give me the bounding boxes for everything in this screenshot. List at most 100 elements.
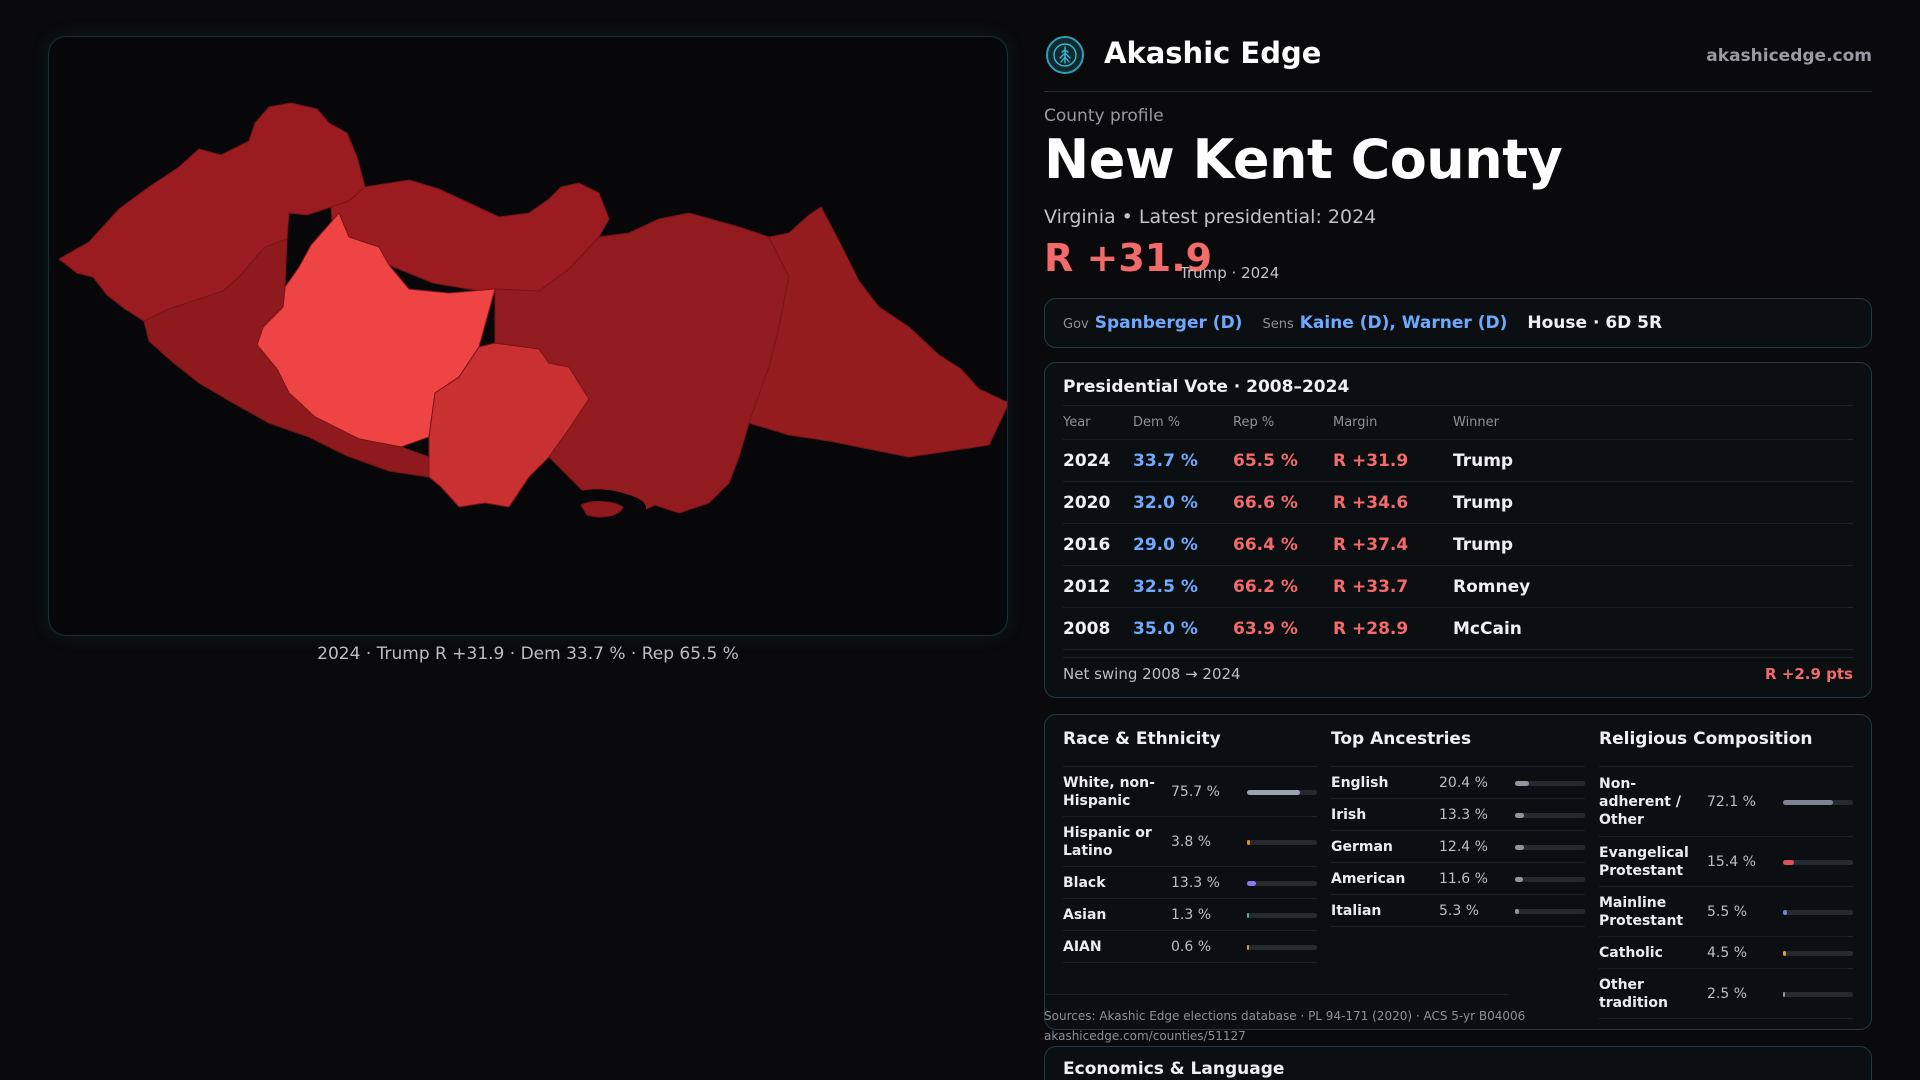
- cell-dem: 35.0 %: [1133, 607, 1233, 650]
- cell-rep: 65.5 %: [1233, 439, 1333, 482]
- list-item: Evangelical Protestant 15.4 %: [1599, 837, 1853, 887]
- net-swing-value: R +2.9 pts: [1765, 665, 1853, 683]
- religion-item-pct: 72.1 %: [1707, 794, 1756, 810]
- county-map[interactable]: [48, 36, 1008, 636]
- race-item-pct: 1.3 %: [1171, 907, 1212, 923]
- ancestry-item-name: American: [1331, 871, 1406, 887]
- race-item-pct: 0.6 %: [1171, 939, 1212, 955]
- table-row: 2024 33.7 % 65.5 % R +31.9 Trump: [1063, 439, 1853, 482]
- state-subline: Virginia • Latest presidential: 2024: [1044, 206, 1377, 228]
- ancestry-bar-fill: [1515, 780, 1530, 786]
- religion-list: Non-adherent / Other 72.1 % Evangelical Pr…: [1599, 767, 1853, 1019]
- religion-bar-track: [1783, 909, 1853, 915]
- religion-item-pct: 4.5 %: [1707, 945, 1748, 961]
- religion-bar-fill: [1783, 991, 1785, 997]
- col-header-margin: Margin: [1333, 405, 1453, 440]
- sens-value[interactable]: Kaine (D), Warner (D): [1299, 313, 1508, 333]
- religion-item-pct: 5.5 %: [1707, 904, 1748, 920]
- list-item: Asian 1.3 %: [1063, 899, 1317, 931]
- race-bar-track: [1247, 912, 1317, 918]
- cell-winner: Trump: [1453, 523, 1853, 566]
- race-item-name: Hispanic or Latino: [1063, 825, 1152, 859]
- list-item: Hispanic or Latino 3.8 %: [1063, 817, 1317, 867]
- brand-name[interactable]: Akashic Edge: [1104, 36, 1322, 70]
- cell-rep: 66.4 %: [1233, 523, 1333, 566]
- ancestry-item-pct: 11.6 %: [1439, 871, 1488, 887]
- presidential-vote-card: Presidential Vote · 2008–2024 Year Dem %…: [1044, 362, 1872, 698]
- economics-title: Economics & Language: [1063, 1059, 1285, 1079]
- list-item: Italian 5.3 %: [1331, 895, 1585, 927]
- cell-winner: Romney: [1453, 565, 1853, 608]
- ancestry-item-pct: 20.4 %: [1439, 775, 1488, 791]
- col-header-year: Year: [1063, 405, 1133, 440]
- race-item-pct: 75.7 %: [1171, 784, 1220, 800]
- brand-url-link[interactable]: akashicedge.com: [1706, 46, 1872, 66]
- col-header-winner: Winner: [1453, 405, 1853, 440]
- divider: [1063, 657, 1853, 658]
- economics-card[interactable]: Economics & Language: [1044, 1046, 1872, 1080]
- precinct-p7[interactable]: [748, 206, 1008, 458]
- cell-dem: 33.7 %: [1133, 439, 1233, 482]
- list-item: Non-adherent / Other 72.1 %: [1599, 767, 1853, 837]
- table-row: 2008 35.0 % 63.9 % R +28.9 McCain: [1063, 607, 1853, 650]
- cell-winner: Trump: [1453, 439, 1853, 482]
- ancestry-bar-fill: [1515, 908, 1519, 914]
- race-title: Race & Ethnicity: [1063, 729, 1317, 767]
- ancestry-item-name: Irish: [1331, 807, 1367, 823]
- table-row: 2020 32.0 % 66.6 % R +34.6 Trump: [1063, 481, 1853, 524]
- tree-logo-icon[interactable]: [1046, 36, 1084, 74]
- cell-year: 2016: [1063, 523, 1133, 566]
- sources-text: Sources: Akashic Edge elections database…: [1044, 1009, 1526, 1023]
- ancestry-item-name: German: [1331, 839, 1393, 855]
- cell-dem: 32.0 %: [1133, 481, 1233, 524]
- race-item-name: White, non-Hispanic: [1063, 775, 1155, 809]
- religion-item-name: Evangelical Protestant: [1599, 845, 1689, 879]
- presidential-table: Year Dem % Rep % Margin Winner 2024 33.7…: [1063, 405, 1853, 650]
- map-caption: 2024 · Trump R +31.9 · Dem 33.7 % · Rep …: [317, 644, 739, 664]
- race-item-name: Black: [1063, 875, 1106, 891]
- cell-margin: R +37.4: [1333, 523, 1453, 566]
- source-url-link[interactable]: akashicedge.com/counties/51127: [1044, 1029, 1246, 1043]
- race-bar-fill: [1247, 839, 1250, 845]
- ancestry-bar-fill: [1515, 812, 1525, 818]
- net-swing-label: Net swing 2008 → 2024: [1063, 665, 1241, 683]
- sens-label: Sens: [1262, 317, 1294, 332]
- table-row: 2016 29.0 % 66.4 % R +37.4 Trump: [1063, 523, 1853, 566]
- religion-item-pct: 15.4 %: [1707, 854, 1756, 870]
- headline-margin-note: Trump · 2024: [1180, 264, 1280, 282]
- religion-bar-fill: [1783, 950, 1787, 956]
- list-item: Black 13.3 %: [1063, 867, 1317, 899]
- race-item-pct: 3.8 %: [1171, 834, 1212, 850]
- race-bar-track: [1247, 944, 1317, 950]
- cell-dem: 32.5 %: [1133, 565, 1233, 608]
- cell-year: 2012: [1063, 565, 1133, 608]
- list-item: Other tradition 2.5 %: [1599, 969, 1853, 1019]
- race-bar-fill: [1247, 912, 1249, 918]
- gov-value[interactable]: Spanberger (D): [1094, 313, 1243, 333]
- presidential-card-title: Presidential Vote · 2008–2024: [1063, 377, 1350, 397]
- list-item: AIAN 0.6 %: [1063, 931, 1317, 963]
- cell-year: 2008: [1063, 607, 1133, 650]
- page-kicker: County profile: [1044, 106, 1164, 126]
- page-title: New Kent County: [1044, 128, 1563, 191]
- religion-bar-fill: [1783, 909, 1787, 915]
- ancestry-item-name: English: [1331, 775, 1389, 791]
- inlet-island: [580, 500, 624, 518]
- precinct-p6[interactable]: [494, 212, 790, 516]
- list-item: American 11.6 %: [1331, 863, 1585, 895]
- religion-item-pct: 2.5 %: [1707, 986, 1748, 1002]
- precinct-p4[interactable]: [143, 238, 430, 478]
- ancestry-bar-track: [1515, 780, 1585, 786]
- cell-rep: 66.2 %: [1233, 565, 1333, 608]
- divider: [1044, 994, 1508, 995]
- cell-rep: 63.9 %: [1233, 607, 1333, 650]
- ancestry-item-pct: 12.4 %: [1439, 839, 1488, 855]
- religion-column: Religious Composition Non-adherent / Oth…: [1599, 729, 1853, 1019]
- cell-margin: R +28.9: [1333, 607, 1453, 650]
- race-bar-track: [1247, 789, 1317, 795]
- religion-bar-track: [1783, 950, 1853, 956]
- gov-label: Gov: [1063, 317, 1089, 332]
- religion-bar-fill: [1783, 799, 1834, 805]
- religion-item-name: Non-adherent / Other: [1599, 776, 1681, 828]
- cell-winner: McCain: [1453, 607, 1853, 650]
